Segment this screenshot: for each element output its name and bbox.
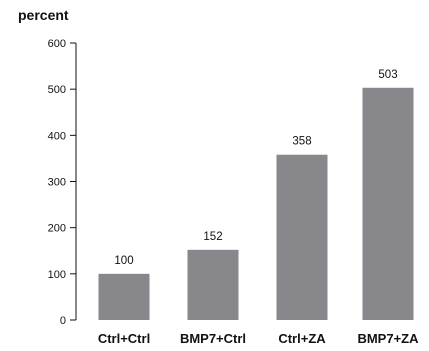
category-label-1: BMP7+Ctrl (180, 331, 246, 346)
category-label-2: Ctrl+ZA (278, 331, 326, 346)
category-label-3: BMP7+ZA (357, 331, 419, 346)
y-axis-label: percent (18, 7, 69, 23)
y-tick-label-600: 600 (48, 38, 66, 50)
bar-2 (276, 154, 328, 320)
y-tick-label-300: 300 (48, 177, 66, 189)
y-tick-label-0: 0 (60, 315, 66, 327)
y-tick-label-100: 100 (48, 269, 66, 281)
y-axis-ticks: 0 100 200 300 400 500 600 (48, 38, 76, 327)
data-label-2: 358 (292, 136, 311, 148)
data-label-1: 152 (203, 231, 222, 243)
bar-3 (362, 87, 414, 320)
y-tick-label-400: 400 (48, 130, 66, 142)
y-tick-label-500: 500 (48, 84, 66, 96)
category-labels: Ctrl+Ctrl BMP7+Ctrl Ctrl+ZA BMP7+ZA (98, 331, 419, 346)
data-label-3: 503 (378, 69, 397, 81)
data-label-0: 100 (114, 255, 133, 267)
bars (98, 87, 414, 320)
y-tick-label-200: 200 (48, 223, 66, 235)
data-labels: 100 152 358 503 (114, 69, 397, 267)
bar-0 (98, 273, 150, 320)
category-label-0: Ctrl+Ctrl (98, 331, 150, 346)
bar-1 (187, 249, 239, 320)
